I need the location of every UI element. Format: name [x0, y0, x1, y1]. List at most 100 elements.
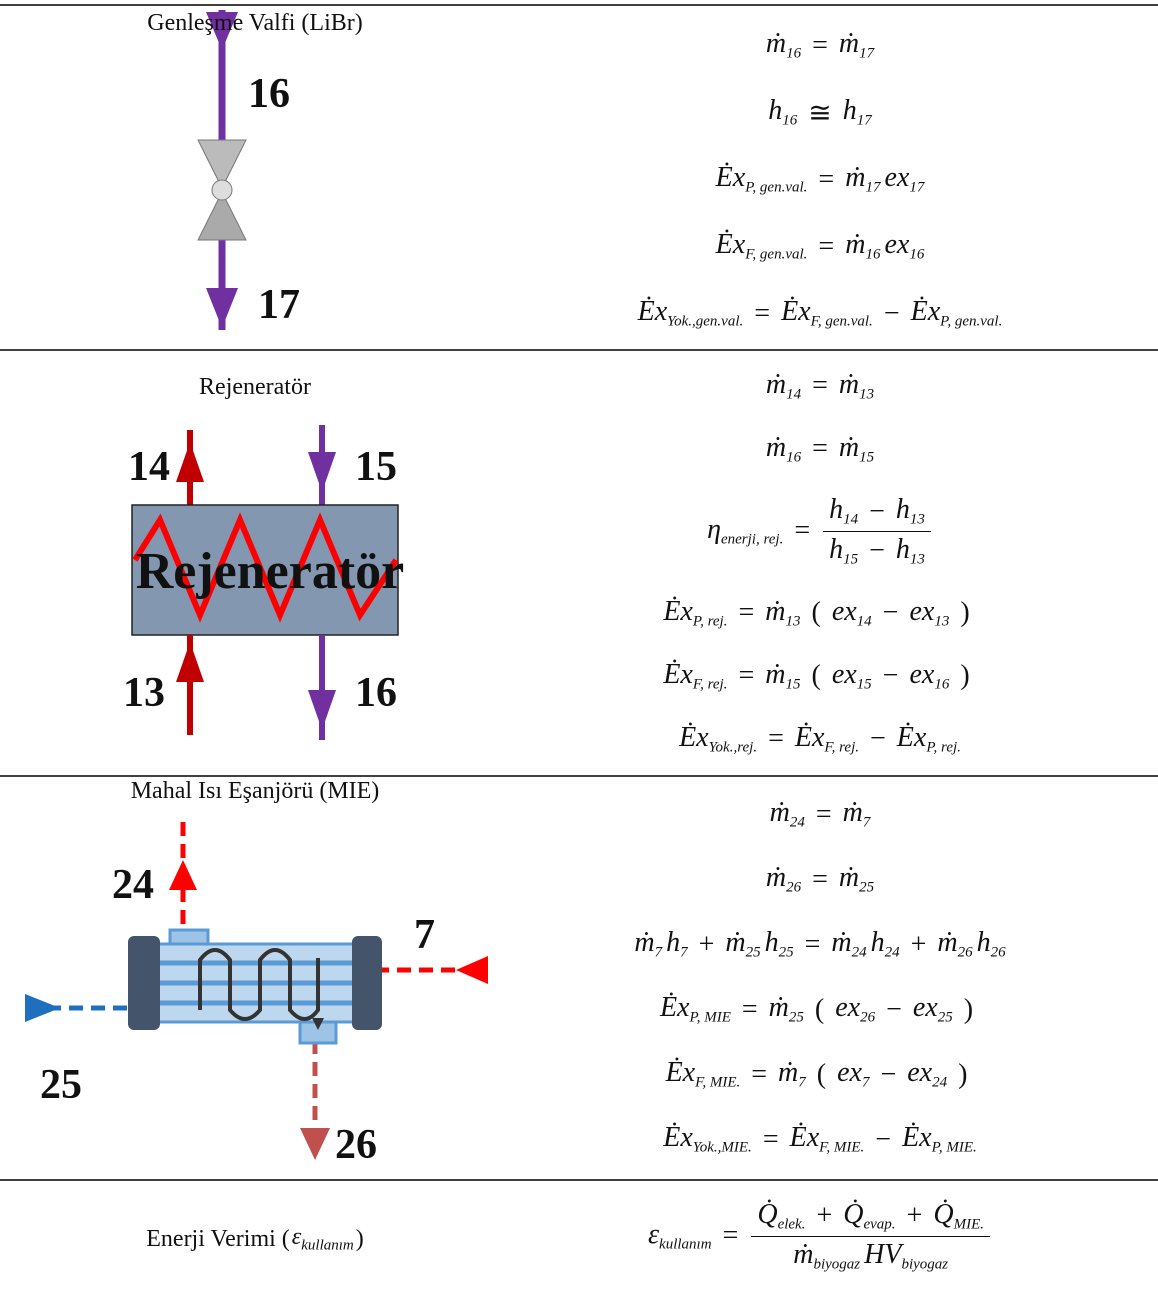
symbol-subscript: 7 — [798, 1075, 806, 1091]
equation: ṁ24=ṁ7 — [768, 797, 873, 831]
equation-column: εkullanım=Q̇elek.+Q̇evap.+Q̇MIE.ṁbiyogaz… — [520, 1186, 1120, 1286]
symbol: ĖxP, gen.val. — [911, 296, 1003, 330]
row-label: Mahal Isı Eşanjörü (MIE) — [131, 778, 380, 805]
symbol: ex7 — [837, 1057, 869, 1091]
operator: = — [812, 864, 828, 896]
symbol: ĖxF, rej. — [795, 722, 859, 756]
operator: + — [911, 929, 927, 961]
equation: ĖxP, gen.val.=ṁ17ex17 — [714, 162, 927, 196]
equation: ĖxF, rej.=ṁ15(ex15−ex16) — [661, 659, 978, 693]
symbol-base: ṁ — [765, 596, 785, 627]
symbol-subscript: 16 — [909, 247, 924, 263]
symbol-base: ṁ — [634, 927, 654, 958]
symbol-base: Ėx — [716, 229, 746, 260]
operator: = — [805, 929, 821, 961]
symbol-base: Ėx — [679, 722, 709, 753]
symbol-base: ṁ — [845, 229, 865, 260]
symbol-base: h — [666, 927, 680, 958]
symbol-base: h — [896, 494, 910, 525]
symbol-base: h — [977, 927, 991, 958]
equation: ĖxYok.,rej.=ĖxF, rej.−ĖxP, rej. — [677, 722, 963, 756]
equation: ĖxYok.,gen.val.=ĖxF, gen.val.−ĖxP, gen.v… — [636, 296, 1005, 330]
symbol: ex16 — [884, 229, 924, 263]
symbol: ṁ14 — [766, 369, 801, 403]
symbol-base: Ėx — [660, 992, 690, 1023]
symbol-base: ex — [909, 659, 934, 690]
operator: = — [738, 597, 754, 629]
symbol-subscript: F, MIE. — [819, 1140, 864, 1156]
symbol: ex13 — [909, 596, 949, 630]
symbol-subscript: Yok.,MIE. — [693, 1140, 752, 1156]
symbol-subscript: 14 — [843, 512, 858, 528]
symbol: h13 — [896, 494, 925, 528]
equation: ṁ26 = ṁ25 — [764, 862, 876, 896]
operator: = — [816, 799, 832, 831]
symbol: ex16 — [909, 659, 949, 693]
symbol-subscript: 16 — [782, 113, 797, 129]
symbol-subscript: Yok.,rej. — [709, 739, 757, 755]
page: 16 17 Rejeneratör 14 15 13 16 — [0, 0, 1158, 1296]
symbol-subscript: 7 — [862, 1075, 870, 1091]
symbol-subscript: 16 — [865, 247, 880, 263]
symbol: εkullanım — [648, 1219, 712, 1253]
symbol-base: ex — [835, 992, 860, 1023]
symbol-subscript: 25 — [779, 945, 794, 961]
symbol-base: ṁ — [843, 797, 863, 828]
symbol: h25 — [765, 927, 794, 961]
equation: ηenerji, rej.=h14−h13h15−h13 — [705, 494, 935, 568]
symbol-subscript: P, gen.val. — [940, 314, 1002, 330]
operator: = — [723, 1220, 739, 1252]
stream-label: 26 — [335, 1122, 377, 1168]
symbol-subscript: 26 — [958, 945, 973, 961]
symbol: ĖxF, MIE. — [666, 1057, 741, 1091]
symbol-base: Ėx — [781, 296, 811, 327]
operator: ) — [964, 994, 973, 1026]
heat-exchanger-diagram: 24 7 25 26 — [25, 822, 488, 1168]
symbol: ṁ25 — [725, 927, 760, 961]
symbol-base: ε — [292, 1224, 301, 1250]
operator: Genleşme Valfi (LiBr) — [147, 10, 363, 37]
stream-label: 24 — [112, 862, 154, 908]
symbol-subscript: MIE. — [954, 1217, 984, 1233]
symbol-base: Ėx — [663, 1122, 693, 1153]
operator: − — [880, 1059, 896, 1091]
symbol-base: Ėx — [663, 659, 693, 690]
symbol: h14 — [829, 494, 858, 528]
equation: ĖxP, rej.=ṁ13(ex14−ex13) — [661, 596, 978, 630]
symbol: ṁ25 — [839, 862, 874, 896]
operator: = — [818, 231, 834, 263]
operator: = — [738, 660, 754, 692]
operator: Mahal Isı Eşanjörü (MIE) — [131, 778, 380, 805]
operator: − — [869, 535, 885, 567]
operator: = — [794, 515, 810, 547]
symbol-subscript: 26 — [991, 945, 1006, 961]
symbol-subscript: P, MIE. — [932, 1140, 977, 1156]
operator: ) — [356, 1226, 364, 1253]
symbol-subscript: 13 — [785, 614, 800, 630]
operator: = — [763, 1124, 779, 1156]
symbol: ṁ24 — [770, 797, 805, 831]
symbol-base: Ėx — [897, 722, 927, 753]
stream-label: 13 — [123, 670, 165, 716]
operator: = — [812, 30, 828, 62]
symbol: ṁ13 — [765, 596, 800, 630]
symbol-base: ex — [913, 992, 938, 1023]
symbol-subscript: 15 — [857, 676, 872, 692]
symbol: Q̇MIE. — [933, 1199, 984, 1233]
operator: = — [751, 1059, 767, 1091]
symbol-subscript: 24 — [852, 945, 867, 961]
symbol: ĖxYok.,gen.val. — [638, 296, 744, 330]
symbol-subscript: F, rej. — [824, 739, 859, 755]
equation: ĖxF, MIE.=ṁ7(ex7−ex24) — [664, 1057, 977, 1091]
symbol-base: h — [871, 927, 885, 958]
symbol: ṁ26 — [766, 862, 801, 896]
regenerator-title: Rejeneratör — [136, 543, 405, 600]
row-label: Enerji Verimi (εkullanım) — [146, 1224, 364, 1254]
symbol-subscript: 24 — [790, 815, 805, 831]
row-label: Rejeneratör — [199, 374, 311, 401]
symbol-base: ṁ — [793, 1239, 813, 1270]
